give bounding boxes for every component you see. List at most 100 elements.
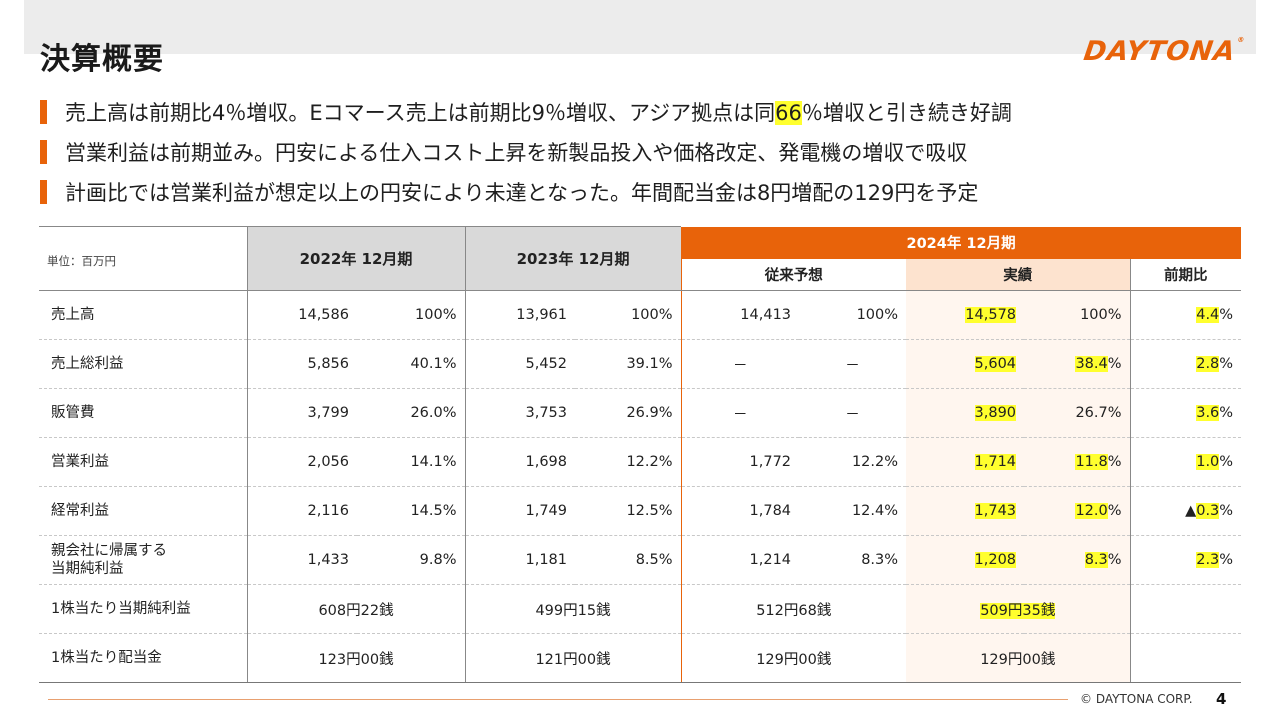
cell: 4.4% [1129,290,1242,340]
header-yoy: 前期比 [1129,258,1242,291]
cell: 14.5% [357,486,466,536]
cell: 123円00銭 [246,633,466,683]
table-row: 売上高 14,586 100% 13,961 100% 14,413 100% … [39,290,1242,340]
cell [1129,584,1242,634]
decrease-triangle-icon: ▲ [1185,503,1197,519]
cell: 100% [1024,290,1131,340]
summary-bullets: 売上高は前期比4％増収。Eコマース売上は前期比9％増収、アジア拠点は同66％増収… [40,92,1012,212]
cell: 129円00銭 [680,633,907,683]
cell: 3,890 [906,388,1025,438]
cell: 12.2% [799,437,907,487]
cell: 12.4% [799,486,907,536]
bullet-item: 計画比では営業利益が想定以上の円安により未達となった。年間配当金は8円増配の12… [40,172,1012,212]
cell: 8.5% [575,535,682,585]
cell: 1,714 [906,437,1025,487]
cell: － [680,339,800,389]
cell: 38.4% [1024,339,1131,389]
cell: 14.1% [357,437,466,487]
cell: 1,208 [906,535,1025,585]
cell: 8.3% [1024,535,1131,585]
cell: 40.1% [357,339,466,389]
bullet-text: 売上高は前期比4％増収。Eコマース売上は前期比9％増収、アジア拠点は同66％増収… [65,101,1012,125]
row-label: 1株当たり配当金 [39,633,247,683]
bullet-marker [40,100,47,124]
row-label: 営業利益 [39,437,247,487]
highlight: 66 [775,101,802,125]
cell: 12.5% [575,486,682,536]
footer-divider [48,699,1068,700]
cell [1129,633,1242,683]
header-2023: 2023年 12月期 [464,226,682,291]
cell: 1,433 [246,535,357,585]
cell: 26.0% [357,388,466,438]
cell: 1,743 [906,486,1025,536]
cell: 8.3% [799,535,907,585]
cell: 3,799 [246,388,357,438]
cell: 100% [357,290,466,340]
cell: 14,586 [246,290,357,340]
cell: 12.0% [1024,486,1131,536]
header-band [24,0,1256,54]
cell: 26.9% [575,388,682,438]
cell: 3,753 [464,388,576,438]
bullet-text: 営業利益は前期並み。円安による仕入コスト上昇を新製品投入や価格改定、発電機の増収… [65,141,968,165]
header-2022: 2022年 12月期 [246,226,466,291]
bullet-item: 営業利益は前期並み。円安による仕入コスト上昇を新製品投入や価格改定、発電機の増収… [40,132,1012,172]
cell: 2.8% [1129,339,1242,389]
copyright: © DAYTONA CORP. [1080,692,1193,706]
cell: 14,578 [906,290,1025,340]
bullet-marker [40,180,47,204]
page-number: 4 [1216,690,1227,708]
logo-text: DAYTONA [1082,36,1239,67]
header-forecast: 従来予想 [680,258,907,291]
cell: 1,214 [680,535,800,585]
cell: 1,749 [464,486,576,536]
cell: 9.8% [357,535,466,585]
cell: 100% [575,290,682,340]
cell: 2.3% [1129,535,1242,585]
row-label: 販管費 [39,388,247,438]
cell: 1,772 [680,437,800,487]
cell: 509円35銭 [906,584,1131,634]
cell: 39.1% [575,339,682,389]
table-row: 販管費 3,799 26.0% 3,753 26.9% － － 3,890 26… [39,388,1242,438]
cell: 5,856 [246,339,357,389]
cell: 121円00銭 [464,633,682,683]
cell: 1.0% [1129,437,1242,487]
cell: 2,056 [246,437,357,487]
cell: 1,181 [464,535,576,585]
table-row: 営業利益 2,056 14.1% 1,698 12.2% 1,772 12.2%… [39,437,1242,487]
cell: 5,604 [906,339,1025,389]
row-label: 売上高 [39,290,247,340]
cell: 5,452 [464,339,576,389]
cell: ▲0.3% [1129,486,1242,536]
cell: 608円22銭 [246,584,466,634]
header-actual: 実績 [906,258,1131,291]
cell: － [799,339,907,389]
cell: 12.2% [575,437,682,487]
cell: 1,784 [680,486,800,536]
cell: 3.6% [1129,388,1242,438]
bullet-marker [40,140,47,164]
cell: － [799,388,907,438]
cell: 1,698 [464,437,576,487]
table-row: 親会社に帰属する 当期純利益 1,433 9.8% 1,181 8.5% 1,21… [39,535,1242,585]
row-label: 1株当たり当期純利益 [39,584,247,634]
bullet-text: 計画比では営業利益が想定以上の円安により未達となった。年間配当金は8円増配の12… [65,181,979,205]
bullet-item: 売上高は前期比4％増収。Eコマース売上は前期比9％増収、アジア拠点は同66％増収… [40,92,1012,132]
header-2024: 2024年 12月期 [681,226,1242,259]
financial-summary-table: 単位：百万円 2022年 12月期 2023年 12月期 2024年 12月期 … [39,226,1242,683]
cell: 26.7% [1024,388,1131,438]
cell: 129円00銭 [906,633,1131,683]
daytona-logo: DAYTONA® [1082,36,1247,67]
cell: 2,116 [246,486,357,536]
cell: 11.8% [1024,437,1131,487]
cell: － [680,388,800,438]
table-row: 経常利益 2,116 14.5% 1,749 12.5% 1,784 12.4%… [39,486,1242,536]
unit-label: 単位：百万円 [39,226,247,291]
cell: 14,413 [680,290,800,340]
cell: 512円68銭 [680,584,907,634]
table-row: 1株当たり当期純利益 608円22銭 499円15銭 512円68銭 509円3… [39,584,1242,634]
cell: 13,961 [464,290,576,340]
page-title: 決算概要 [40,42,164,77]
